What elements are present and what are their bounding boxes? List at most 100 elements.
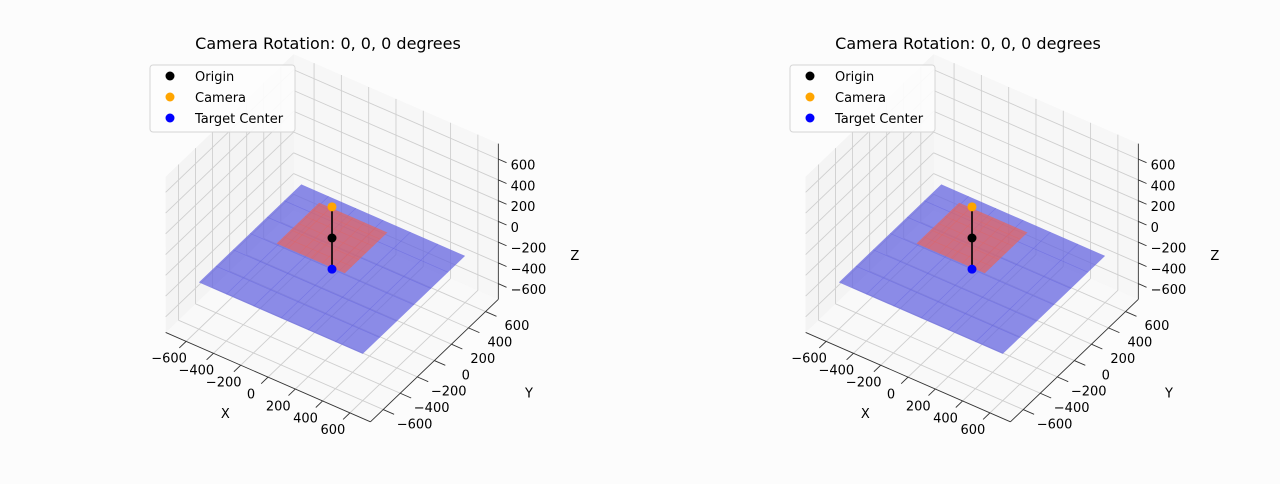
x-tick-label: 600 — [960, 423, 985, 438]
x-tick-label: −200 — [206, 376, 242, 391]
y-tick-label: −600 — [397, 417, 433, 432]
x-tick — [288, 388, 296, 396]
x-tick — [342, 412, 351, 420]
y-axis-label: Y — [1164, 387, 1173, 402]
x-tick — [260, 376, 269, 384]
y-tick-label: −400 — [1054, 401, 1090, 416]
legend-label-origin: Origin — [835, 70, 874, 85]
y-tick-label: −400 — [414, 401, 450, 416]
gridlines — [165, 63, 499, 414]
z-tick — [498, 158, 507, 164]
legend-marker-target-center — [805, 113, 815, 123]
z-axis-label: Z — [570, 249, 579, 264]
y-tick-label: 0 — [1102, 368, 1110, 383]
y-tick-label: 600 — [1145, 319, 1170, 334]
x-tick — [873, 364, 882, 373]
x-tick-label: 600 — [320, 423, 345, 438]
x-tick-label: −600 — [151, 352, 187, 367]
grid-floor-y — [835, 303, 1041, 394]
legend-marker-origin — [805, 71, 815, 81]
grid-side-z — [165, 152, 294, 276]
legend-box — [149, 64, 296, 133]
legend-marker-target-center — [165, 113, 175, 123]
camera-point — [967, 202, 977, 212]
z-tick — [1138, 262, 1147, 267]
x-tick-label: −600 — [791, 352, 827, 367]
target-center-point — [327, 264, 337, 274]
z-tick-label: 0 — [511, 221, 519, 236]
legend-label-target-center: Target Center — [834, 112, 924, 127]
x-tick-label: 400 — [933, 411, 958, 426]
camera-point — [327, 202, 337, 212]
x-tick — [900, 376, 909, 384]
grid-back-z — [293, 131, 499, 222]
z-tick-label: −400 — [1151, 262, 1187, 277]
z-tick-label: 200 — [511, 200, 536, 215]
y-tick — [1023, 409, 1035, 415]
x-tick — [233, 364, 242, 373]
y-tick — [1108, 327, 1120, 334]
grid-back-z — [293, 152, 499, 243]
grid-side-z — [165, 131, 294, 255]
y-tick — [417, 376, 429, 383]
x-tick — [846, 352, 854, 361]
z-tick — [1138, 221, 1147, 226]
plane-wireframe — [923, 207, 1021, 269]
z-tick-label: −600 — [511, 283, 547, 298]
x-tick-label: 200 — [906, 399, 931, 414]
subplot-left: Camera Rotation: 0, 0, 0 degrees−600−400… — [149, 34, 579, 438]
origin-point — [327, 233, 337, 243]
y-tick-label: 0 — [462, 368, 470, 383]
z-tick-label: 0 — [1151, 221, 1159, 236]
origin-point — [967, 233, 977, 243]
y-tick — [400, 392, 412, 399]
subplot-right: Camera Rotation: 0, 0, 0 degrees −600 −400… — [789, 34, 1219, 438]
chart-title: Camera Rotation: 0, 0, 0 degrees — [835, 34, 1101, 53]
x-tick — [982, 412, 991, 420]
x-tick-label: 0 — [887, 387, 895, 402]
grid-back-z — [933, 69, 1139, 160]
grid-side-z — [805, 131, 934, 255]
z-tick — [498, 221, 507, 226]
x-tick-label: 200 — [266, 399, 291, 414]
x-tick — [206, 352, 214, 361]
grid-side-z — [805, 173, 934, 297]
y-tick-label: 600 — [505, 319, 530, 334]
y-tick — [451, 343, 463, 350]
y-tick — [1091, 343, 1103, 350]
legend-label-camera: Camera — [195, 91, 246, 106]
x-tick — [178, 341, 187, 349]
x-tick-label: 0 — [247, 387, 255, 402]
chart-title: Camera Rotation: 0, 0, 0 degrees — [195, 34, 461, 53]
z-tick-label: 400 — [511, 179, 536, 194]
y-tick — [434, 360, 446, 366]
y-tick-label: 200 — [1110, 352, 1135, 367]
tick-marks — [818, 158, 1147, 420]
z-tick — [498, 262, 507, 267]
y-axis-label: Y — [524, 387, 533, 402]
z-tick — [1138, 283, 1147, 288]
z-tick — [498, 241, 507, 247]
y-tick — [1057, 376, 1069, 383]
grid-back-z — [293, 90, 499, 181]
legend: Origin Camera Target Center — [789, 64, 936, 133]
x-tick — [315, 400, 323, 408]
legend-label-camera: Camera — [835, 91, 886, 106]
grid-side-z — [165, 173, 294, 297]
legend-label-origin: Origin — [195, 70, 234, 85]
plane-wire — [311, 209, 381, 240]
z-tick-label: −600 — [1151, 283, 1187, 298]
grid-floor-y — [818, 319, 1024, 410]
z-tick — [498, 179, 507, 184]
y-tick — [485, 311, 497, 317]
legend-marker-origin — [165, 71, 175, 81]
z-tick-label: −200 — [511, 242, 547, 257]
y-tick-label: −200 — [1071, 385, 1107, 400]
grid-back-z — [933, 90, 1139, 181]
y-tick — [1040, 392, 1052, 399]
x-tick-label: −200 — [846, 376, 882, 391]
z-tick-label: −400 — [511, 262, 547, 277]
y-tick — [383, 409, 395, 415]
y-tick — [1074, 360, 1086, 366]
